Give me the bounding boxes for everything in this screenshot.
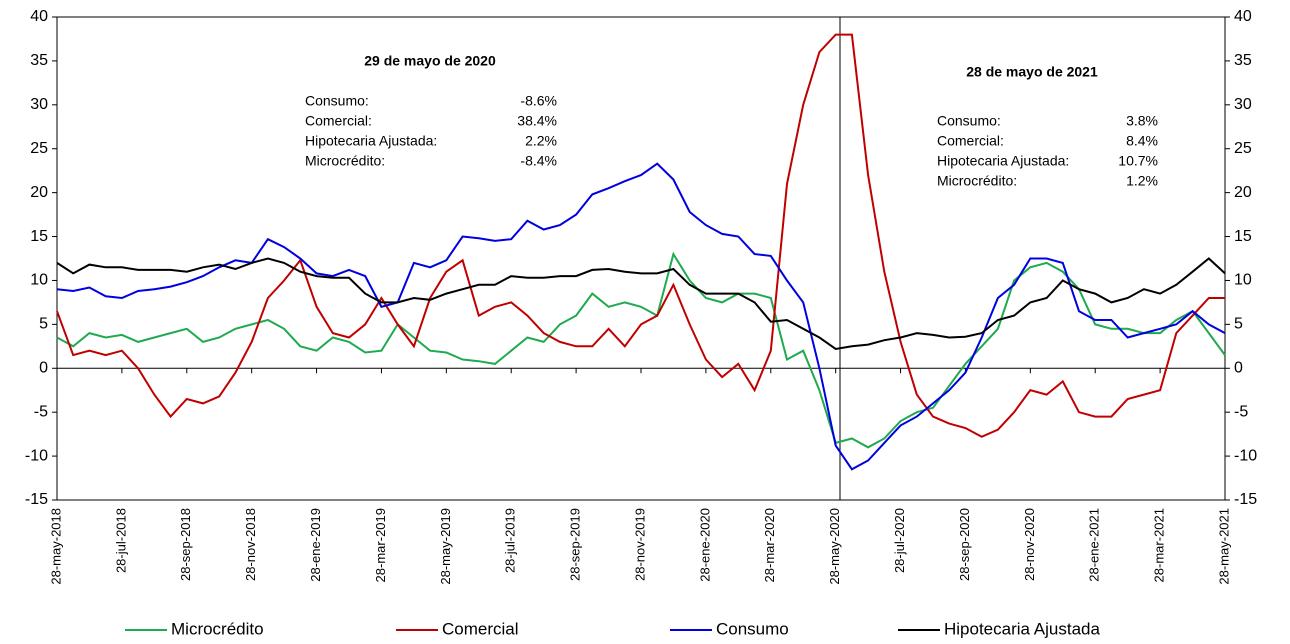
annotation-label: Hipotecaria Ajustada: [305,133,437,149]
y2-tick-label: 30 [1234,96,1252,113]
annotation-label: Hipotecaria Ajustada: [937,153,1069,169]
y2-tick-label: 20 [1234,184,1252,201]
annotation-label: Comercial: [937,133,1004,149]
x-tick-label: 28-nov-2018 [243,508,258,581]
y-tick-label: 30 [30,96,48,113]
y2-tick-label: 5 [1234,316,1243,333]
annotation-value: 8.4% [1126,133,1158,149]
legend-label: Comercial [442,619,519,638]
series-line [56,251,1226,449]
series-line [56,162,1226,471]
legend-label: Consumo [716,619,789,638]
y2-tick-label: 40 [1234,8,1252,25]
annotation-label: Consumo: [305,93,369,109]
series-line [56,257,1226,351]
y2-tick-label: -5 [1234,403,1248,420]
y2-tick-label: -15 [1234,491,1257,508]
annotation-value: 3.8% [1126,113,1158,129]
annotation-label: Microcrédito: [937,173,1017,189]
x-tick-label: 28-may-2018 [48,508,63,585]
y-tick-label: 5 [39,316,48,333]
y2-tick-label: 15 [1234,228,1252,245]
annotation-value: -8.6% [520,93,557,109]
x-tick-label: 28-may-2019 [438,508,453,585]
y-tick-label: 0 [39,359,48,376]
x-tick-label: 28-jul-2020 [892,508,907,573]
annotation-value: 38.4% [517,113,557,129]
x-tick-label: 28-mar-2019 [373,508,388,582]
x-tick-label: 28-nov-2019 [632,508,647,581]
annotation-label: Microcrédito: [305,153,385,169]
annotation-value: 2.2% [525,133,557,149]
annotation-label: Consumo: [937,113,1001,129]
x-tick-label: 28-ene-2019 [308,508,323,582]
y2-tick-label: 25 [1234,140,1252,157]
annotation-value: 1.2% [1126,173,1158,189]
legend-label: Microcrédito [171,619,264,638]
y-tick-label: 15 [30,228,48,245]
x-tick-label: 28-jul-2019 [503,508,518,573]
annotation-title: 28 de mayo de 2021 [966,64,1098,80]
y-tick-label: 10 [30,272,48,289]
y-tick-label: 40 [30,8,48,25]
x-tick-label: 28-may-2021 [1216,508,1231,585]
x-tick-label: 28-mar-2020 [762,508,777,582]
x-tick-label: 28-may-2020 [827,508,842,585]
x-tick-label: 28-sep-2019 [568,508,583,581]
plot-frame [56,16,1226,501]
x-tick-label: 28-ene-2020 [697,508,712,582]
y-tick-label: -15 [25,491,48,508]
annotation-value: 10.7% [1118,153,1158,169]
annotation-label: Comercial: [305,113,372,129]
y-tick-label: 35 [30,52,48,69]
y-tick-label: 20 [30,184,48,201]
x-tick-label: 28-sep-2018 [178,508,193,581]
x-tick-label: 28-sep-2020 [957,508,972,581]
series-line [56,33,1225,438]
y-tick-label: -5 [34,403,48,420]
x-tick-label: 28-nov-2020 [1022,508,1037,581]
y-tick-label: 25 [30,140,48,157]
x-tick-label: 28-jul-2018 [113,508,128,573]
y2-tick-label: 35 [1234,52,1252,69]
x-tick-label: 28-ene-2021 [1087,508,1102,582]
y2-tick-label: 0 [1234,359,1243,376]
y2-tick-label: -10 [1234,447,1257,464]
legend-label: Hipotecaria Ajustada [944,619,1100,638]
annotation-title: 29 de mayo de 2020 [364,53,496,69]
x-tick-label: 28-mar-2021 [1152,508,1167,582]
y-tick-label: -10 [25,447,48,464]
annotation-value: -8.4% [520,153,557,169]
y2-tick-label: 10 [1234,272,1252,289]
